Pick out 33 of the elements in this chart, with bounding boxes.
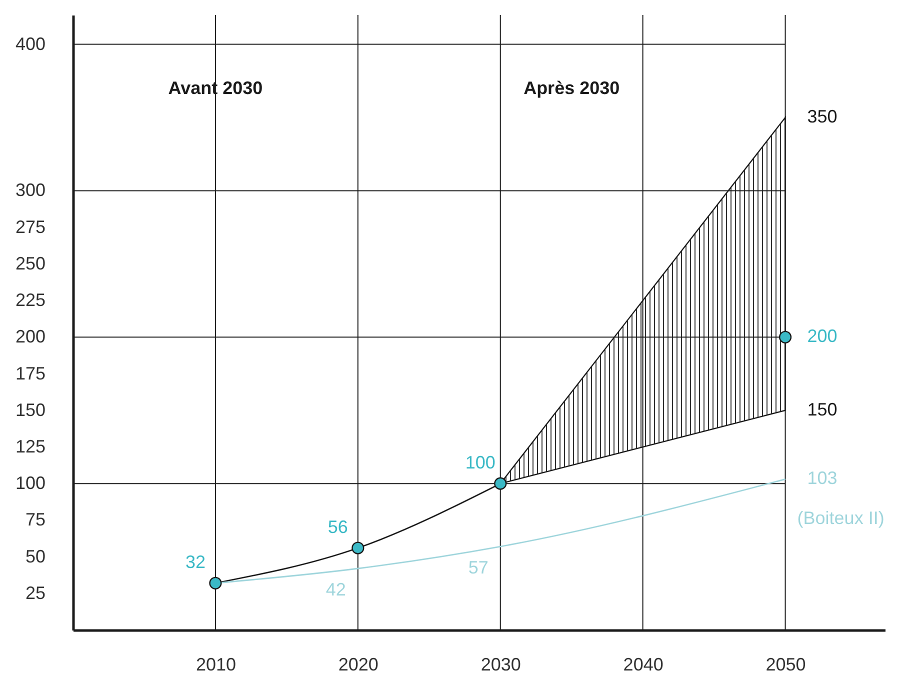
x-tick-label: 2020 (338, 654, 378, 674)
y-tick-label: 150 (15, 400, 46, 420)
y-tick-label: 275 (15, 216, 46, 237)
data-label: 100 (465, 452, 496, 473)
data-label: 56 (328, 517, 348, 537)
x-tick-label: 2050 (766, 654, 806, 674)
y-tick-label: 225 (15, 290, 46, 310)
point (352, 542, 364, 554)
y-tick-label: 125 (15, 436, 46, 456)
point (778, 330, 792, 344)
y-tick-label: 75 (25, 510, 46, 530)
x-tick-label: 2010 (196, 654, 236, 674)
y-tick-label: 400 (15, 34, 46, 54)
series-label: (Boiteux II) (797, 508, 884, 528)
point (209, 576, 222, 590)
x-tick-label: 2030 (480, 654, 521, 674)
data-label: 57 (468, 558, 488, 578)
annotation: 150 (807, 399, 838, 420)
data-label: 32 (185, 552, 206, 572)
x-tick-label: 2040 (623, 654, 664, 674)
y-tick-label: 200 (15, 326, 46, 347)
y-tick-label: 300 (15, 180, 46, 200)
y-tick-label: 250 (15, 253, 46, 274)
y-tick-label: 175 (15, 363, 46, 384)
annotation: Après 2030 (524, 78, 620, 98)
annotation: 350 (807, 106, 838, 126)
data-label: 103 (807, 468, 838, 488)
y-tick-label: 100 (15, 473, 46, 494)
point (494, 477, 507, 490)
data-label: 200 (807, 326, 838, 346)
y-tick-label: 50 (25, 546, 46, 566)
data-label: 42 (326, 580, 346, 600)
y-tick-label: 25 (25, 582, 46, 603)
